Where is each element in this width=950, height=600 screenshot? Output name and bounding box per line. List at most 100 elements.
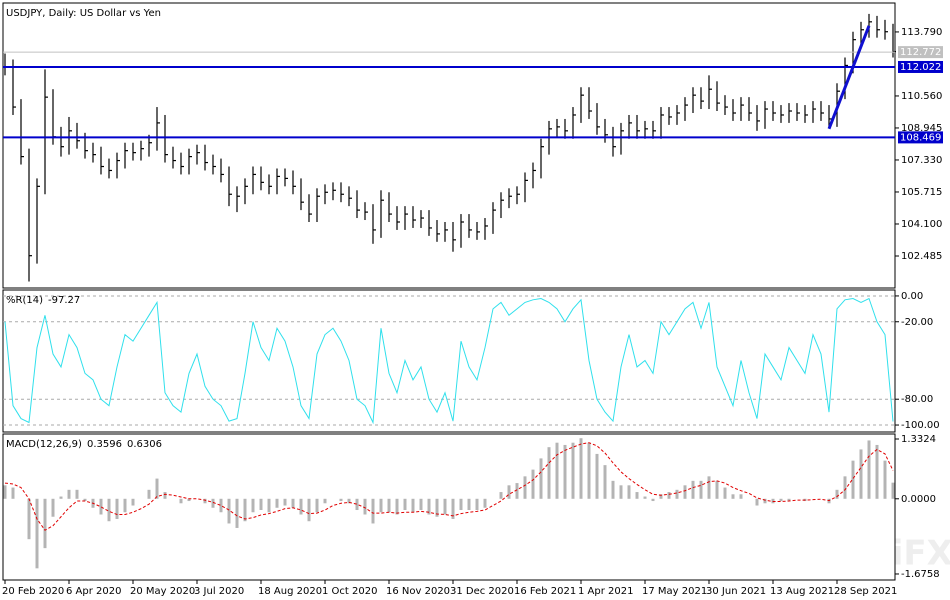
macd-bar (203, 498, 207, 504)
macd-bar (675, 489, 679, 499)
macd-bar (619, 485, 623, 499)
y-tick-label: 0.00 (901, 291, 923, 302)
macd-bar (131, 498, 135, 506)
macd-bar (787, 498, 791, 502)
macd-bar (483, 498, 487, 508)
macd-bar (515, 483, 519, 499)
macd-bar (411, 498, 415, 513)
macd-bar (779, 498, 783, 502)
macd-bar (643, 496, 647, 499)
macd-bar (603, 465, 607, 499)
macd-bar (355, 498, 359, 511)
macd-bar (3, 485, 7, 499)
macd-bar (51, 498, 55, 517)
macd-bar (427, 498, 431, 515)
last-price-label: 112.772 (900, 47, 941, 58)
macd-bar (555, 442, 559, 499)
x-tick-label: 1 Apr 2021 (578, 586, 633, 597)
macd-bar (371, 498, 375, 524)
macd-bar (667, 492, 671, 499)
macd-bar (83, 498, 87, 502)
macd-bar (251, 498, 255, 513)
panel-frame (2, 289, 896, 433)
panel-last-value: 0.6306 (127, 439, 162, 450)
macd-bar (651, 498, 655, 502)
macd-bar (235, 498, 239, 528)
panel-title: MACD(12,26,9) (6, 439, 82, 450)
macd-bar (459, 498, 463, 511)
macd-bar (35, 498, 39, 569)
x-tick-label: 16 Nov 2020 (386, 586, 450, 597)
macd-bar (699, 480, 703, 499)
macd-bar (315, 498, 319, 513)
x-tick-label: 28 Sep 2021 (834, 586, 897, 597)
x-tick-label: 18 Aug 2020 (258, 586, 322, 597)
macd-bar (323, 498, 327, 504)
macd-bar (67, 489, 71, 499)
macd-bar (155, 478, 159, 499)
macd-bar (891, 482, 895, 499)
macd-bar (875, 444, 879, 499)
macd-bar (59, 496, 63, 499)
x-tick-label: 6 Apr 2020 (66, 586, 121, 597)
y-tick-label: -1.6758 (901, 569, 940, 580)
macd-bar (219, 498, 223, 513)
macd-bar (595, 453, 599, 499)
horizontal-line-box (898, 131, 943, 144)
macd-bar (683, 485, 687, 499)
y-tick-label: 113.790 (901, 27, 942, 38)
macd-bar (731, 494, 735, 499)
trend-line (827, 25, 871, 130)
x-tick-label: 20 Feb 2020 (2, 586, 64, 597)
x-tick-label: 13 Aug 2021 (770, 586, 834, 597)
macd-bar (267, 498, 271, 513)
signal-line (4, 442, 894, 531)
y-tick-label: -20.00 (901, 317, 933, 328)
macd-bar (579, 438, 583, 499)
macd-bar (227, 498, 231, 524)
macd-bar (859, 449, 863, 499)
macd-bar (715, 480, 719, 499)
macd-bar (539, 458, 543, 499)
panel-frame (2, 433, 896, 581)
macd-bar (587, 442, 591, 499)
macd-bar (499, 492, 503, 499)
macd-bar (11, 487, 15, 499)
macd-bar (347, 498, 351, 504)
macd-bar (291, 498, 295, 508)
y-tick-label: 110.560 (901, 91, 942, 102)
macd-bar (107, 498, 111, 522)
macd-bar (723, 487, 727, 499)
macd-bar (307, 498, 311, 522)
macd-bar (387, 498, 391, 513)
macd-bar (531, 469, 535, 499)
macd-bar (763, 498, 767, 504)
y-tick-label: 107.330 (901, 155, 942, 166)
macd-bar (339, 498, 343, 502)
macd-bar (851, 460, 855, 499)
macd-bar (43, 498, 47, 549)
macd-bar (283, 498, 287, 506)
y-tick-label: -80.00 (901, 394, 933, 405)
y-tick-label: 1.3324 (901, 434, 936, 445)
panel-frame (2, 2, 896, 289)
macd-bar (443, 498, 447, 515)
macd-bar (419, 498, 423, 511)
macd-bar (179, 498, 183, 504)
panel-last-value: 0.3596 (87, 439, 122, 450)
macd-bar (659, 494, 663, 499)
macd-bar (123, 498, 127, 513)
macd-bar (627, 485, 631, 499)
y-tick-label: 0.0000 (901, 494, 936, 505)
macd-bar (299, 498, 303, 515)
panel-title: %R(14) (6, 295, 43, 306)
macd-bar (395, 498, 399, 515)
macd-bar (547, 447, 551, 499)
macd-bar (211, 498, 215, 508)
macd-bar (523, 476, 527, 499)
x-tick-label: 20 May 2020 (130, 586, 195, 597)
macd-bar (99, 498, 103, 515)
indicator-line (4, 297, 894, 425)
